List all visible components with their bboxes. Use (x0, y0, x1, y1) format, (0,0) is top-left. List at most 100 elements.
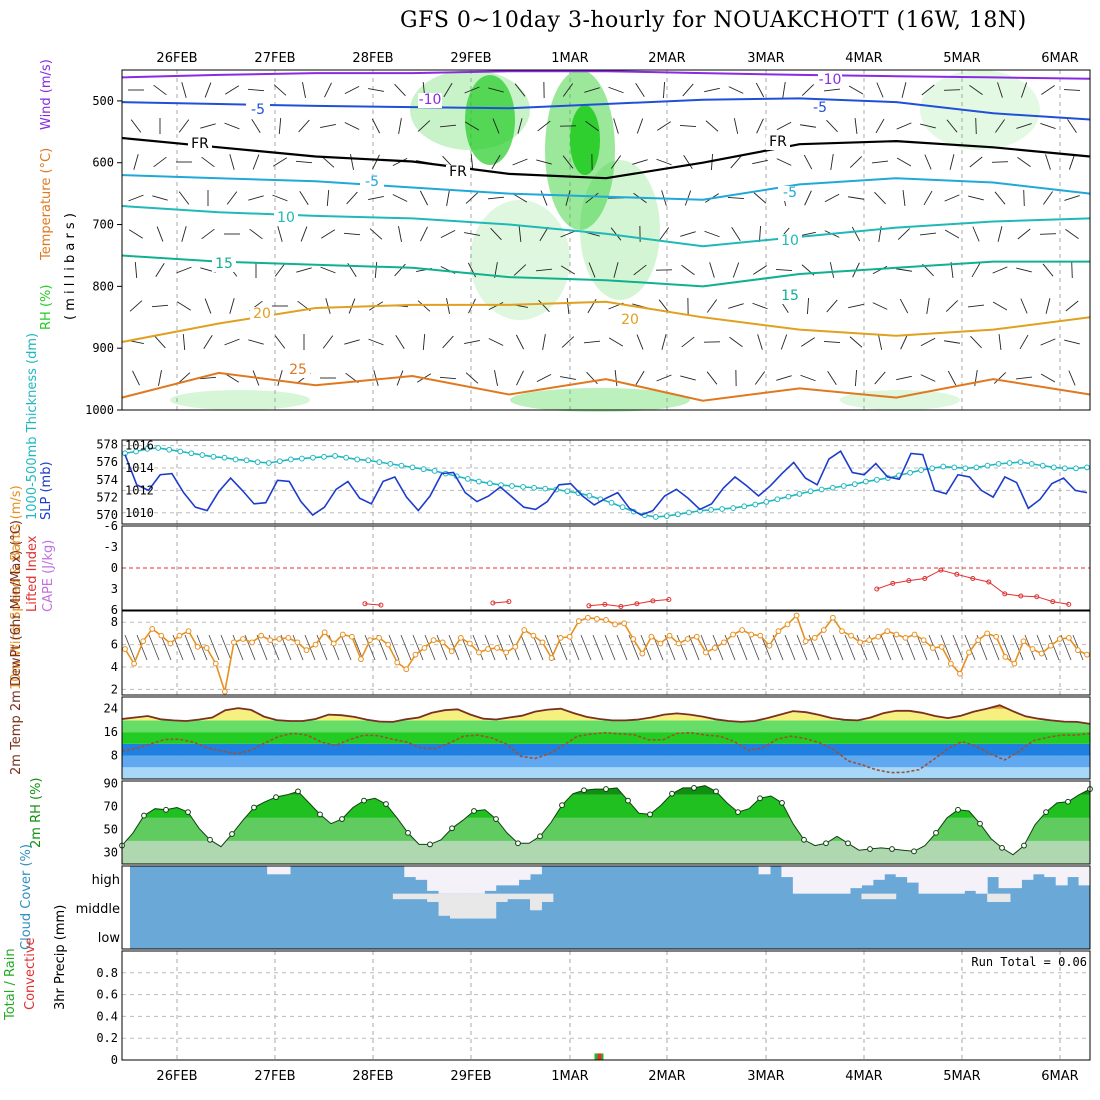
wind-barb (494, 370, 498, 386)
isotherm-label: 25 (289, 362, 307, 378)
thickness-series-point (332, 453, 338, 459)
wind10-barb (232, 634, 244, 661)
thickness-series-point (862, 478, 869, 485)
thickness-series-point (475, 478, 482, 485)
wind10-series-point (1011, 660, 1018, 667)
wind-barb (394, 83, 406, 97)
rh-point (625, 797, 631, 804)
wind10-barb (784, 634, 796, 661)
wind-barb (706, 371, 718, 385)
thickness-series-point (276, 458, 283, 465)
wind-barb (1068, 370, 1076, 386)
wind-barb (277, 370, 283, 386)
wind-barb (661, 334, 667, 350)
wind-barb (969, 85, 983, 95)
wind-barb (826, 119, 838, 133)
wind-barb (320, 229, 336, 239)
wind-barb (204, 298, 212, 314)
wind10-series-point (1002, 654, 1009, 660)
wind10-series-point (131, 660, 137, 667)
wind10-series-point (358, 656, 364, 663)
wind-barb (224, 338, 240, 346)
wind-barb (971, 262, 981, 278)
wind10-series-point (866, 637, 873, 644)
isotherm-label-bg (274, 211, 298, 226)
rh-point (207, 836, 213, 843)
temp-frame (121, 696, 1091, 780)
wind-barb (970, 335, 982, 349)
thickness-series-point (874, 476, 880, 483)
wind-barb (560, 376, 576, 380)
millibars-label: ( m i l l i b a r s ) (63, 213, 78, 320)
thickness-series-point (365, 457, 372, 464)
wind-barb (322, 335, 334, 349)
isotherm-label: 10 (781, 233, 799, 249)
wind-barb (229, 154, 235, 170)
rh-tick-label: 90 (104, 776, 118, 790)
wind-barb (994, 191, 1006, 205)
cloud-cell (518, 893, 531, 900)
thickness-series-point (133, 448, 139, 455)
wind-barb (373, 370, 379, 386)
cloud-cell (404, 866, 417, 878)
wind-barb (465, 192, 479, 204)
wind10-series-point (294, 639, 301, 646)
wind-barb (398, 226, 402, 242)
wind-barb (178, 119, 190, 133)
wind-barb (874, 191, 886, 205)
thickness-series-point (652, 514, 659, 520)
wind10-series-point (249, 639, 255, 646)
wind10-series-point (1075, 647, 1081, 654)
wind-barb (153, 84, 167, 96)
bottom-date-label-2MAR: 2MAR (648, 1069, 685, 1084)
cloud-cell (427, 893, 440, 902)
wind-barb (130, 119, 142, 133)
slp-frame (121, 439, 1091, 525)
wind-barb (182, 333, 186, 351)
rh-point (1021, 842, 1027, 849)
wind-barb (417, 300, 431, 312)
thickness-series-point (973, 464, 980, 471)
thickness-series-point (840, 483, 847, 489)
isotherm-line (121, 371, 1091, 402)
temp-band (122, 755, 1090, 768)
wind-barb (1020, 82, 1028, 98)
isotherm-label: FR (191, 136, 209, 152)
cloud-level-label: low (98, 931, 121, 946)
isotherm-line (121, 254, 1090, 288)
wind-label: Wind (m/s) (39, 59, 54, 130)
wind-barb (896, 122, 912, 130)
isotherm-label-bg (808, 101, 832, 116)
cloud-cell (975, 866, 988, 894)
thickness-series-point (564, 488, 571, 495)
top-date-label-6MAR: 6MAR (1041, 51, 1078, 66)
cloud-ylabel: Cloud Cover (%) (19, 844, 34, 950)
wind10-barb (1000, 634, 1012, 661)
wind-barb (680, 375, 696, 381)
wind-barb (538, 299, 550, 313)
isotherm-line (121, 97, 1091, 121)
thickness-series-point (464, 476, 471, 482)
wind10-barb (712, 634, 724, 661)
wind-barb (517, 118, 523, 134)
isotherm-label: FR (769, 134, 787, 150)
isotherm-label-bg (778, 186, 802, 201)
wind-barb (1016, 376, 1032, 380)
wind-barb (133, 154, 139, 170)
wind10-series-point (1056, 636, 1063, 642)
precip-tick-label: 0.4 (96, 1009, 118, 1023)
wind10-barb (700, 634, 712, 661)
wind10-series-point (276, 636, 283, 642)
wind-barb (1016, 267, 1032, 273)
wind10-barb (160, 634, 172, 661)
thickness-series-point (221, 454, 228, 461)
rh-point (691, 785, 697, 791)
cloud-cell (781, 866, 794, 878)
pressure-tick-label: 1000 (85, 403, 114, 417)
wind-barb (300, 226, 308, 242)
wind10-barb (1036, 634, 1048, 661)
temp-band (122, 732, 1090, 744)
rh-blob (470, 200, 570, 320)
thickness-series-point (1028, 460, 1035, 467)
precip-label: 3hr Precip (mm) (53, 905, 68, 1010)
